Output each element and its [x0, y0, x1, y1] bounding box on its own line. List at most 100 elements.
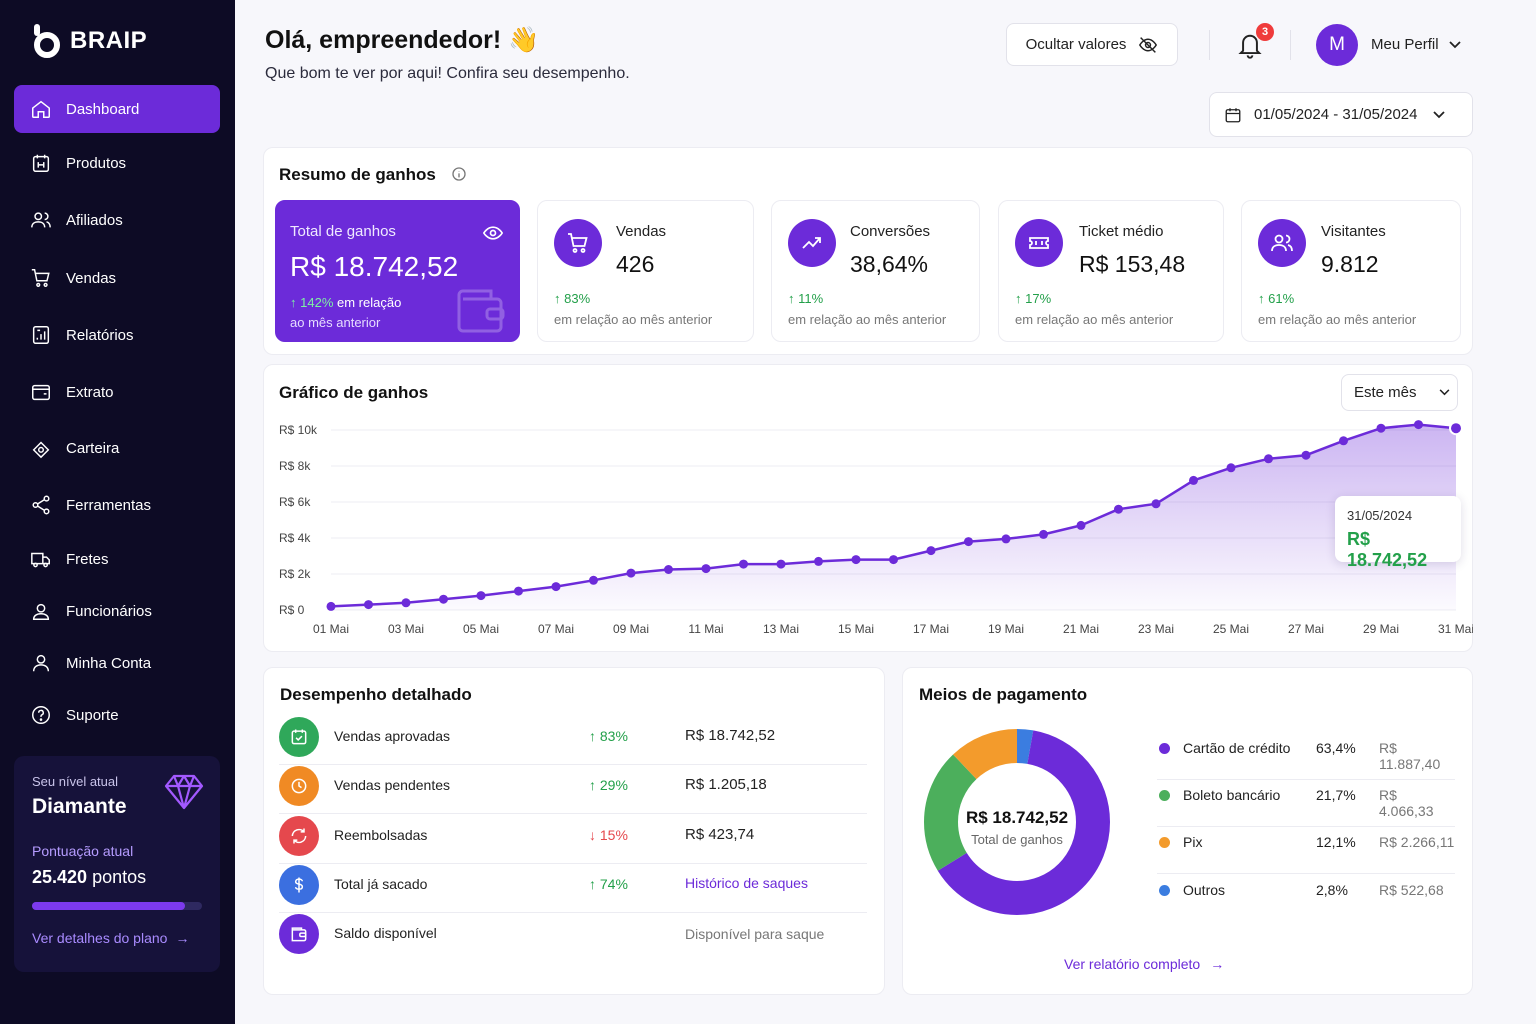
x-tick-label: 19 Mai: [988, 622, 1024, 636]
data-point: [1376, 423, 1386, 433]
sidebar-item-dashboard[interactable]: Dashboard: [14, 85, 220, 133]
avatar[interactable]: M: [1316, 24, 1358, 66]
card-change: ↑ 83%: [554, 291, 591, 306]
x-tick-label: 09 Mai: [613, 622, 649, 636]
level-label: Seu nível atual: [32, 774, 119, 789]
full-report-link[interactable]: Ver relatório completo →: [1064, 956, 1225, 972]
payment-methods-title: Meios de pagamento: [919, 685, 1088, 704]
performance-title: Desempenho detalhado: [280, 685, 472, 704]
performance-change: ↑ 74%: [589, 876, 628, 892]
points-progress-bar: [32, 902, 202, 910]
payment-row: Cartão de crédito 63,4% R$ 11.887,40: [1157, 733, 1455, 780]
sidebar-item-label: Funcionários: [66, 602, 152, 620]
x-tick-label: 13 Mai: [763, 622, 799, 636]
data-point: [401, 598, 411, 608]
sidebar-item-carteira[interactable]: Carteira: [14, 424, 220, 472]
y-tick-label: R$ 6k: [279, 495, 311, 509]
user-icon: [32, 654, 50, 672]
sidebar-item-label: Produtos: [66, 154, 127, 172]
cart-icon: [554, 219, 602, 267]
sidebar-item-produtos[interactable]: Produtos: [14, 139, 220, 187]
performance-amount: R$ 1.205,18: [685, 776, 767, 793]
y-tick-label: R$ 0: [279, 603, 305, 617]
calendar-icon: [1225, 107, 1241, 122]
eye-off-icon: [1139, 36, 1158, 53]
x-tick-label: 27 Mai: [1288, 622, 1324, 636]
sidebar-item-minha-conta[interactable]: Minha Conta: [14, 639, 220, 687]
home-icon: [32, 100, 50, 118]
info-icon[interactable]: [451, 166, 467, 182]
withdrawal-history-link[interactable]: Histórico de saques: [685, 875, 808, 891]
card-label: Ticket médio: [1079, 223, 1164, 240]
eye-icon[interactable]: [483, 225, 503, 241]
earnings-chart-title: Gráfico de ganhos: [279, 383, 429, 402]
cart-icon: [31, 269, 50, 287]
data-point: [1414, 420, 1423, 430]
card-sub: em relação ao mês anterior: [1258, 312, 1417, 327]
sidebar-item-funcionarios[interactable]: Funcionários: [14, 587, 220, 635]
data-point: [589, 575, 598, 585]
data-point: [1301, 450, 1311, 460]
points-progress-fill: [32, 902, 185, 910]
wallet-icon: [32, 441, 50, 459]
hide-values-button[interactable]: Ocultar valores: [1006, 23, 1178, 66]
clock-icon: [279, 766, 319, 806]
bell-icon[interactable]: [1236, 30, 1264, 60]
brand-logo[interactable]: BRAIP: [32, 24, 147, 58]
sidebar-item-ferramentas[interactable]: Ferramentas: [14, 481, 220, 529]
donut-center-label: Total de ganhos: [971, 832, 1063, 847]
card-value: 426: [616, 251, 655, 277]
y-tick-label: R$ 4k: [279, 531, 311, 545]
card-sub: em relação ao mês anterior: [554, 312, 713, 327]
sidebar-item-label: Vendas: [66, 269, 117, 287]
card-sub: em relação ao mês anterior: [1015, 312, 1174, 327]
sidebar-item-suporte[interactable]: Suporte: [14, 691, 220, 739]
card-change: ↑ 17%: [1015, 291, 1052, 306]
payment-pct: 63,4%: [1316, 740, 1356, 756]
payment-pct: 12,1%: [1316, 834, 1356, 850]
plan-details-link[interactable]: Ver detalhes do plano →: [32, 930, 190, 946]
x-tick-label: 25 Mai: [1213, 622, 1249, 636]
data-point: [1151, 499, 1161, 509]
payment-methods-panel: [902, 667, 1473, 995]
data-point: [476, 591, 486, 601]
sidebar-item-afiliados[interactable]: Afiliados: [14, 196, 220, 244]
brand-name: BRAIP: [70, 27, 148, 54]
performance-row: Vendas pendentes ↑ 29% R$ 1.205,18: [279, 766, 867, 814]
ticket-card: Ticket médio R$ 153,48 ↑ 17% em relação …: [998, 200, 1224, 342]
donut-slice: [924, 729, 1110, 915]
x-tick-label: 15 Mai: [838, 622, 874, 636]
level-card: Seu nível atual Diamante Pontuação atual…: [14, 756, 220, 972]
sidebar-item-relatorios[interactable]: Relatórios: [14, 311, 220, 359]
points-label: Pontuação atual: [32, 843, 134, 859]
total-earnings-sub: ao mês anterior: [290, 315, 381, 330]
date-range-picker[interactable]: 01/05/2024 - 31/05/2024: [1209, 92, 1473, 137]
card-sub: em relação ao mês anterior: [788, 312, 947, 327]
statement-icon: [32, 384, 50, 401]
sidebar-item-extrato[interactable]: Extrato: [14, 368, 220, 416]
x-tick-label: 01 Mai: [313, 622, 349, 636]
visitors-card: Visitantes 9.812 ↑ 61% em relação ao mês…: [1241, 200, 1461, 342]
performance-amount: R$ 423,74: [685, 826, 755, 843]
data-point: [364, 600, 373, 610]
payment-name: Boleto bancário: [1183, 787, 1281, 803]
payment-row: Outros 2,8% R$ 522,68: [1157, 875, 1455, 922]
period-select[interactable]: Este mês: [1341, 374, 1458, 411]
performance-label: Reembolsadas: [334, 827, 428, 843]
sidebar-item-vendas[interactable]: Vendas: [14, 254, 220, 302]
data-point: [1001, 534, 1011, 544]
employee-icon: [32, 603, 50, 620]
box-icon: [32, 154, 50, 172]
card-label: Visitantes: [1321, 223, 1386, 240]
total-earnings-value: R$ 18.742,52: [290, 251, 459, 282]
payment-amount: R$ 522,68: [1379, 882, 1444, 898]
data-point: [964, 537, 973, 547]
profile-menu[interactable]: Meu Perfil: [1371, 36, 1461, 53]
x-tick-label: 05 Mai: [463, 622, 499, 636]
data-point: [926, 546, 936, 556]
x-tick-label: 29 Mai: [1363, 622, 1399, 636]
y-tick-label: R$ 2k: [279, 567, 311, 581]
sidebar-item-fretes[interactable]: Fretes: [14, 535, 220, 583]
sidebar-item-label: Carteira: [66, 439, 120, 457]
total-earnings-change: ↑ 142% em relação: [290, 295, 402, 310]
